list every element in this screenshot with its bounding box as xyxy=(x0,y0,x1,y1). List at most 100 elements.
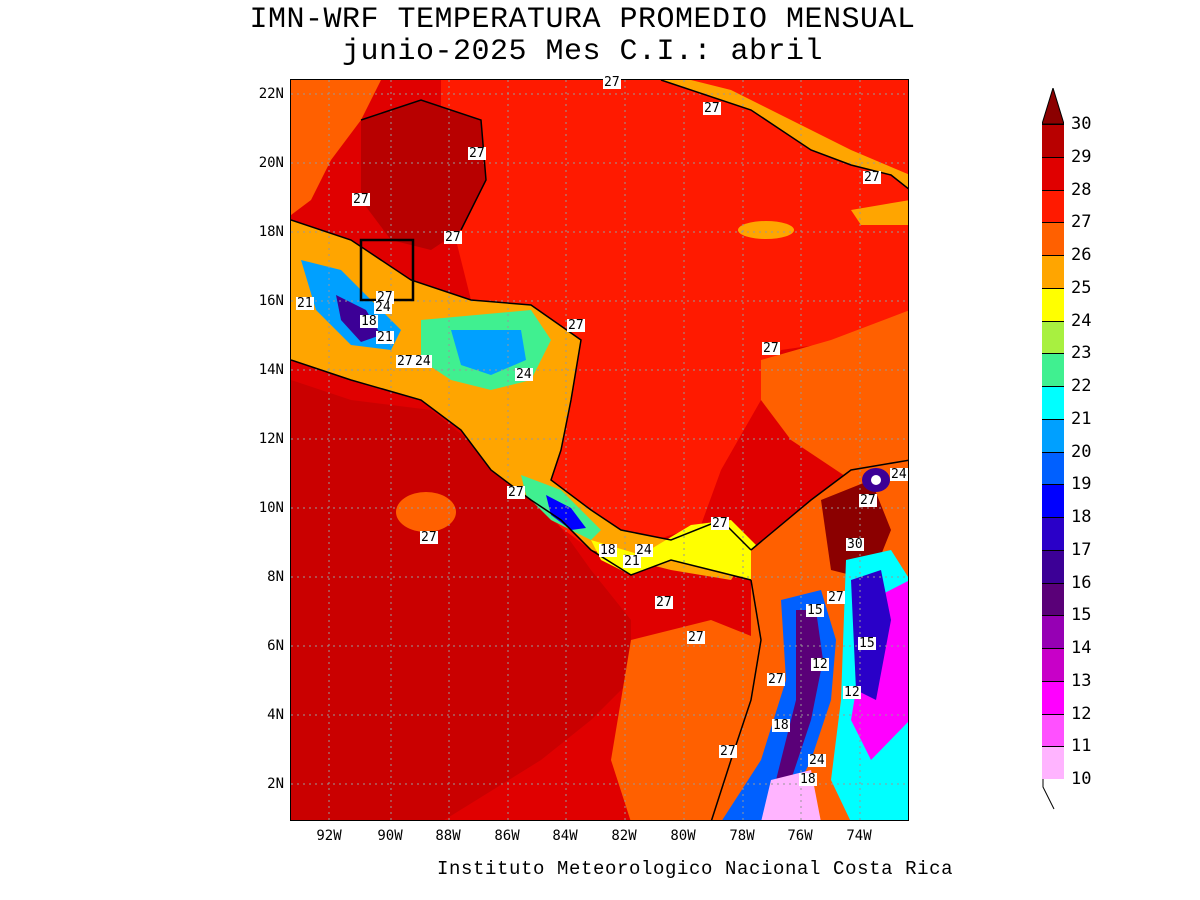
lat-tick-label: 12N xyxy=(258,431,284,447)
contour-label: 27 xyxy=(703,101,721,116)
central-america-land xyxy=(291,220,751,580)
contour-label: 27 xyxy=(507,485,525,500)
contour-label: 27 xyxy=(863,170,881,185)
colorbar-swatch xyxy=(1042,451,1064,485)
contour-label: 27 xyxy=(352,192,370,207)
contour-label: 27 xyxy=(711,516,729,531)
lon-tick-label: 78W xyxy=(729,828,755,844)
lat-tick-label: 14N xyxy=(258,362,284,378)
colorbar-swatch xyxy=(1042,418,1064,452)
coastlines xyxy=(291,80,908,820)
yucatan-land xyxy=(361,100,486,250)
andes-eastern-cold xyxy=(851,570,891,700)
contour-label: 27 xyxy=(420,530,438,545)
contour-label: 30 xyxy=(846,537,864,552)
contour-label: 27 xyxy=(767,672,785,687)
contour-label: 27 xyxy=(468,146,486,161)
colorbar-label: 18 xyxy=(1071,507,1092,527)
colorbar-label: 22 xyxy=(1071,376,1092,396)
map-grid xyxy=(291,80,908,820)
colorbar-swatch xyxy=(1042,287,1064,321)
lon-tick-label: 82W xyxy=(611,828,637,844)
colorbar-swatch xyxy=(1042,189,1064,223)
lon-tick-label: 90W xyxy=(377,828,403,844)
colorbar-swatch xyxy=(1042,713,1064,747)
lon-tick-label: 92W xyxy=(316,828,342,844)
contour-label: 27 xyxy=(719,744,737,759)
lat-tick-label: 16N xyxy=(258,293,284,309)
colorbar-label: 17 xyxy=(1071,539,1092,560)
contour-label: 21 xyxy=(623,554,641,569)
contour-label: 27 xyxy=(396,354,414,369)
colorbar-label: 20 xyxy=(1071,441,1092,462)
jamaica-land xyxy=(738,221,794,239)
andes-western-core xyxy=(776,610,823,780)
colorbar-top-arrow xyxy=(1042,88,1064,124)
lat-tick-label: 4N xyxy=(267,707,284,723)
colorbar-swatch xyxy=(1042,222,1064,255)
colorbar-label: 26 xyxy=(1071,245,1092,265)
colorbar-label: 10 xyxy=(1071,769,1092,789)
cuba-land xyxy=(661,80,908,189)
lat-tick-label: 8N xyxy=(267,569,284,585)
colorbar-label: 13 xyxy=(1071,670,1092,691)
contour-label: 24 xyxy=(635,543,653,558)
contour-label: 18 xyxy=(799,772,817,787)
lon-tick-label: 76W xyxy=(787,828,813,844)
contour-label: 24 xyxy=(414,354,432,369)
colorbar-label: 16 xyxy=(1071,572,1092,593)
colorbar-swatch xyxy=(1042,517,1064,550)
contour-label: 24 xyxy=(374,300,392,315)
footer-credit: Instituto Meteorologico Nacional Costa R… xyxy=(437,858,954,880)
colorbar-swatch xyxy=(1042,386,1064,419)
honduras-core xyxy=(451,330,526,375)
contour-label: 27 xyxy=(827,590,845,605)
lat-tick-label: 18N xyxy=(258,224,284,240)
contour-label: 12 xyxy=(843,685,861,700)
colorbar-swatch xyxy=(1042,320,1064,354)
lat-tick-label: 20N xyxy=(258,155,284,171)
colorbar-label: 30 xyxy=(1071,114,1092,134)
contour-label: 15 xyxy=(806,603,824,618)
colorbar-swatch xyxy=(1042,680,1064,714)
lat-tick-label: 6N xyxy=(267,638,284,654)
pacific-26-patch xyxy=(396,492,456,532)
colorbar-label: 28 xyxy=(1071,179,1092,200)
colorbar-swatch xyxy=(1042,353,1064,386)
colorbar-swatch xyxy=(1042,124,1064,157)
colorbar-swatch xyxy=(1042,582,1064,616)
caribbean-26-east xyxy=(761,310,908,490)
lat-tick-label: 2N xyxy=(267,776,284,792)
colorbar-swatch xyxy=(1042,484,1064,517)
map-subtitle: junio-2025 Mes C.I.: abril xyxy=(341,35,824,69)
contour-label: 27 xyxy=(762,341,780,356)
contour-label: 27 xyxy=(655,595,673,610)
contour-label: 21 xyxy=(376,330,394,345)
guatemala-core xyxy=(336,295,381,342)
colorbar-swatch xyxy=(1042,255,1064,288)
contour-label: 27 xyxy=(444,230,462,245)
lon-tick-label: 80W xyxy=(670,828,696,844)
contour-label: 27 xyxy=(376,290,394,305)
gulf-26-zone xyxy=(291,80,381,215)
colorbar-label: 19 xyxy=(1071,474,1092,495)
colorbar-label: 11 xyxy=(1071,736,1092,757)
colorbar-swatch xyxy=(1042,746,1064,779)
temperature-map xyxy=(290,79,909,821)
contour-label: 24 xyxy=(515,367,533,382)
contour-label: 12 xyxy=(811,657,829,672)
colorbar-label: 14 xyxy=(1071,638,1092,658)
colorbar-label: 24 xyxy=(1071,310,1092,331)
colorbar-label: 27 xyxy=(1071,212,1092,233)
contour-label: 21 xyxy=(296,296,314,311)
contour-label: 27 xyxy=(687,630,705,645)
pacific-29-zone xyxy=(291,380,631,820)
colorbar-swatch xyxy=(1042,648,1064,681)
contour-label: 18 xyxy=(360,314,378,329)
hispaniola-land xyxy=(851,200,908,225)
colorbar-label: 25 xyxy=(1071,277,1092,298)
lat-tick-label: 10N xyxy=(258,500,284,516)
colorbar-bottom-arrow xyxy=(1042,777,1055,810)
lon-tick-label: 84W xyxy=(552,828,578,844)
contour-label: 15 xyxy=(858,636,876,651)
